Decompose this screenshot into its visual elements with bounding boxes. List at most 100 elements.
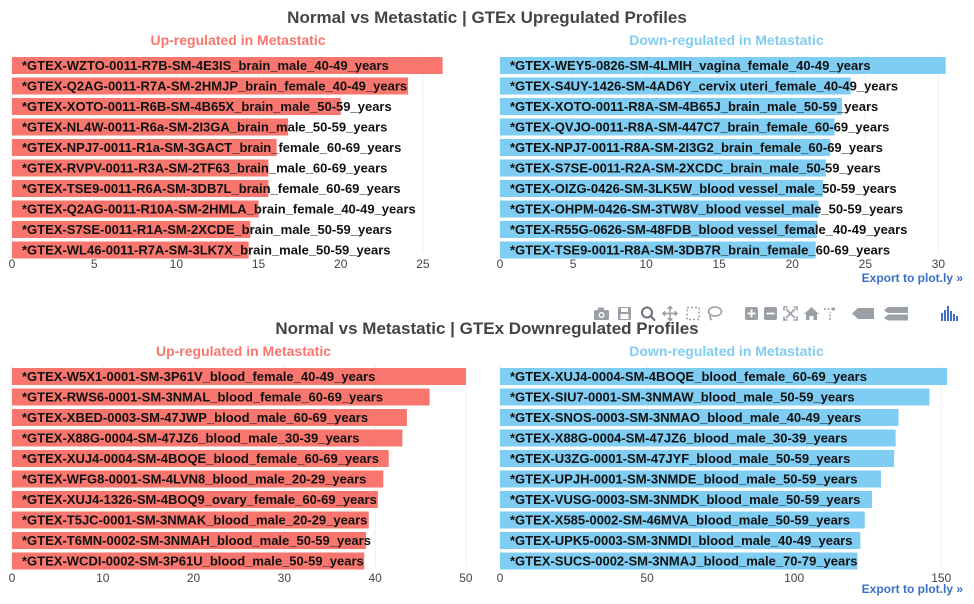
bar-label: *GTEX-S4UY-1426-SM-4AD6Y_cervix uteri_fe… xyxy=(510,79,898,94)
bar-label: *GTEX-Q2AG-0011-R7A-SM-2HMJP_brain_femal… xyxy=(22,79,407,94)
bar[interactable] xyxy=(12,450,389,467)
bar-label: *GTEX-VUSG-0003-SM-3NMDK_blood_male_50-5… xyxy=(510,492,860,507)
bar[interactable] xyxy=(12,491,378,508)
bar[interactable] xyxy=(12,388,430,406)
bar[interactable] xyxy=(500,57,946,74)
x-tick-label: 25 xyxy=(416,257,430,271)
bar-label: *GTEX-X88G-0004-SM-47JZ6_blood_male_30-3… xyxy=(510,431,847,446)
x-tick-label: 15 xyxy=(252,257,266,271)
hover-compare-icon[interactable] xyxy=(884,307,908,321)
bar-label: *GTEX-R55G-0626-SM-48FDB_blood vessel_fe… xyxy=(510,222,907,237)
bar[interactable] xyxy=(12,241,249,259)
bar-label: *GTEX-XUJ4-0004-SM-4BOQE_blood_female_60… xyxy=(22,451,379,466)
modebar xyxy=(592,303,972,325)
bar[interactable] xyxy=(12,552,365,570)
plotly-logo-icon[interactable] xyxy=(941,306,958,321)
bar[interactable] xyxy=(500,200,819,218)
bar-label: *GTEX-WL46-0011-R7A-SM-3LK7X_brain_male_… xyxy=(22,243,391,258)
bar[interactable] xyxy=(500,241,816,259)
bar[interactable] xyxy=(12,532,367,549)
bar-label: *GTEX-UPJH-0001-SM-3NMDE_blood_male_50-5… xyxy=(510,472,858,487)
bar[interactable] xyxy=(12,57,443,74)
bar[interactable] xyxy=(500,552,858,570)
figure-title: Normal vs Metastatic | GTEx Downregulate… xyxy=(275,319,698,338)
zoom-out-icon[interactable] xyxy=(764,307,777,320)
bar[interactable] xyxy=(500,139,831,156)
bar[interactable] xyxy=(12,470,384,488)
bar-label: *GTEX-W5X1-0001-SM-3P61V_blood_female_40… xyxy=(22,369,375,384)
bar[interactable] xyxy=(12,511,369,529)
bar-label: *GTEX-XUJ4-1326-SM-4BOQ9_ovary_female_60… xyxy=(22,492,377,507)
camera-icon[interactable] xyxy=(594,307,609,321)
bar[interactable] xyxy=(500,429,896,447)
bar-label: *GTEX-RVPV-0011-R3A-SM-2TF63_brain_male_… xyxy=(22,161,387,176)
zoom-icon[interactable] xyxy=(641,306,656,321)
bar-label: *GTEX-NPJ7-0011-R8A-SM-2I3G2_brain_femal… xyxy=(510,140,883,155)
lasso-icon[interactable] xyxy=(707,306,723,321)
bar[interactable] xyxy=(500,118,835,136)
x-tick-label: 0 xyxy=(9,257,16,271)
save-icon[interactable] xyxy=(618,307,631,320)
autoscale-icon[interactable] xyxy=(783,306,798,321)
bar[interactable] xyxy=(12,221,251,238)
bar-label: *GTEX-TSE9-0011-R8A-SM-3DB7R_brain_femal… xyxy=(510,243,890,258)
panel-subtitle: Down-regulated in Metastatic xyxy=(629,343,824,359)
bar[interactable] xyxy=(500,388,930,406)
bar[interactable] xyxy=(500,180,823,197)
bar[interactable] xyxy=(12,77,409,95)
bar[interactable] xyxy=(12,118,289,136)
bar[interactable] xyxy=(12,368,466,385)
reset-axes-icon[interactable] xyxy=(804,307,819,320)
pan-icon[interactable] xyxy=(661,305,679,322)
bar[interactable] xyxy=(12,409,407,426)
x-tick-label: 0 xyxy=(497,257,504,271)
box-select-icon[interactable] xyxy=(686,306,700,321)
bar[interactable] xyxy=(12,200,259,218)
bar-label: *GTEX-WEY5-0826-SM-4LMIH_vagina_female_4… xyxy=(510,58,871,73)
x-tick-label: 5 xyxy=(91,257,98,271)
bar[interactable] xyxy=(500,98,842,115)
x-tick-label: 20 xyxy=(334,257,348,271)
bar[interactable] xyxy=(500,511,865,529)
bar-label: *GTEX-OHPM-0426-SM-3TW8V_blood vessel_ma… xyxy=(510,202,903,217)
hover-closest-icon[interactable] xyxy=(852,308,874,319)
panel-subtitle: Up-regulated in Metastatic xyxy=(156,343,331,359)
spike-lines-icon[interactable] xyxy=(824,307,836,320)
bar-label: *GTEX-XUJ4-0004-SM-4BOQE_blood_female_60… xyxy=(510,369,867,384)
zoom-in-icon[interactable] xyxy=(745,307,758,320)
x-tick-label: 10 xyxy=(639,257,653,271)
bar[interactable] xyxy=(500,450,895,467)
bar[interactable] xyxy=(500,532,861,549)
x-tick-label: 15 xyxy=(713,257,727,271)
bar-label: *GTEX-RWS6-0001-SM-3NMAL_blood_female_60… xyxy=(22,390,383,405)
bar-label: *GTEX-XOTO-0011-R6B-SM-4B65X_brain_male_… xyxy=(22,99,392,114)
bar[interactable] xyxy=(500,159,826,177)
bar-label: *GTEX-WFG8-0001-SM-4LVN8_blood_male_20-2… xyxy=(22,472,366,487)
bar[interactable] xyxy=(12,98,341,115)
bar[interactable] xyxy=(500,491,873,508)
bar-label: *GTEX-S7SE-0011-R2A-SM-2XCDC_brain_male_… xyxy=(510,161,881,176)
export-link[interactable]: Export to plot.ly » xyxy=(862,271,964,285)
bar[interactable] xyxy=(500,409,899,426)
bar-label: *GTEX-Q2AG-0011-R10A-SM-2HMLA_brain_fema… xyxy=(22,202,416,217)
bar-label: *GTEX-SNOS-0003-SM-3NMAO_blood_male_40-4… xyxy=(510,410,861,425)
bar-label: *GTEX-SIU7-0001-SM-3NMAW_blood_male_50-5… xyxy=(510,390,855,405)
bar[interactable] xyxy=(12,180,269,197)
bar-label: *GTEX-S7SE-0011-R1A-SM-2XCDE_brain_male_… xyxy=(22,222,392,237)
bar[interactable] xyxy=(500,368,948,385)
bar[interactable] xyxy=(12,429,403,447)
bar[interactable] xyxy=(500,221,818,238)
x-tick-label: 25 xyxy=(859,257,873,271)
bar[interactable] xyxy=(500,77,851,95)
bar[interactable] xyxy=(12,159,269,177)
x-tick-label: 50 xyxy=(459,571,473,585)
export-link[interactable]: Export to plot.ly » xyxy=(862,582,964,596)
x-tick-label: 0 xyxy=(9,571,16,585)
bar[interactable] xyxy=(500,470,881,488)
bar[interactable] xyxy=(12,139,277,156)
x-tick-label: 30 xyxy=(932,257,946,271)
bar-label: *GTEX-T5JC-0001-SM-3NMAK_blood_male_20-2… xyxy=(22,513,367,528)
bar-label: *GTEX-SUCS-0002-SM-3NMAJ_blood_male_70-7… xyxy=(510,554,858,569)
